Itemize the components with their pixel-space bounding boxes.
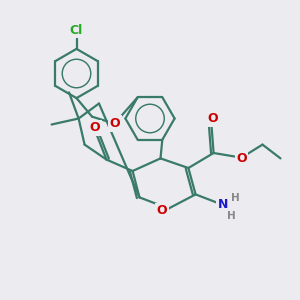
Text: N: N [218, 198, 228, 212]
Text: O: O [109, 117, 120, 130]
Text: O: O [236, 152, 247, 165]
Text: Cl: Cl [70, 24, 83, 37]
Text: O: O [157, 204, 167, 218]
Text: O: O [208, 112, 218, 125]
Text: H: H [227, 211, 236, 221]
Text: O: O [90, 121, 101, 134]
Text: H: H [231, 193, 240, 203]
